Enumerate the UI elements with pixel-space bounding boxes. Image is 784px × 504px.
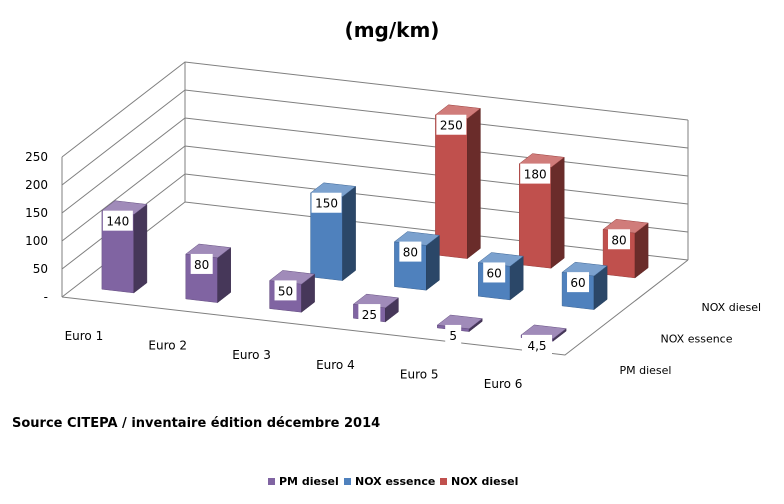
category-label: Euro 4: [316, 358, 355, 372]
data-label-box: [311, 192, 342, 213]
legend-item: NOX diesel: [440, 475, 518, 488]
bar-nox-diesel-euro-5: 180: [518, 153, 565, 269]
legend-item: NOX essence: [344, 475, 435, 488]
category-label: Euro 5: [400, 368, 439, 382]
data-label: 60: [570, 276, 585, 290]
category-labels: Euro 1 Euro 2 Euro 3 Euro 4 Euro 5 Euro 6: [65, 329, 523, 391]
bar-pm-diesel-euro-1: 140: [101, 200, 148, 294]
data-label: 4,5: [527, 339, 546, 353]
bar-side-face: [342, 185, 356, 282]
gridline: [61, 173, 689, 270]
category-label: Euro 1: [65, 329, 104, 343]
y-axis-ticks: - 50 100 150 200 250: [25, 150, 48, 304]
data-label-box: [608, 229, 631, 250]
category-label: Euro 3: [232, 348, 271, 362]
y-tick-label: 200: [25, 178, 48, 192]
floor-edge: [61, 259, 689, 356]
bar-front-face: [435, 114, 468, 259]
data-label-box: [274, 280, 297, 301]
bar-side-face: [550, 156, 565, 269]
bar-nox-essence-euro-6: 60: [561, 261, 608, 311]
bar-nox-diesel-euro-4: 250: [434, 104, 482, 260]
bars: 250 180 80 150 80 60 60 140 80 50 25 5 4,5: [101, 104, 649, 355]
data-label: 25: [362, 308, 377, 322]
data-label-box: [358, 304, 381, 325]
legend-swatch: [440, 478, 447, 485]
bar-nox-diesel-euro-6: 80: [602, 219, 649, 279]
series-axis-label: NOX diesel: [702, 301, 762, 314]
data-label: 250: [440, 119, 463, 133]
legend-swatch: [344, 478, 351, 485]
data-label: 80: [611, 233, 626, 247]
bar-pm-diesel-euro-4: 25: [352, 293, 400, 325]
y-tick-label: 250: [25, 150, 48, 164]
data-label: 50: [278, 284, 293, 298]
data-label-box: [399, 241, 422, 262]
series-axis-label: NOX essence: [661, 333, 733, 346]
data-label: 140: [106, 215, 129, 229]
data-label: 180: [524, 168, 547, 182]
bar-pm-diesel-euro-3: 50: [268, 270, 316, 313]
y-tick-label: 50: [33, 262, 48, 276]
series-axis-label: PM diesel: [620, 364, 672, 377]
y-tick-label: 150: [25, 206, 48, 220]
bar-pm-diesel-euro-5: 5: [436, 314, 483, 345]
y-tick-label: -: [44, 290, 48, 304]
bar-side-face: [467, 107, 481, 260]
bar-nox-essence-euro-4: 80: [393, 231, 441, 291]
bar-nox-essence-euro-3: 150: [309, 182, 357, 282]
bar-pm-diesel-euro-6: 4,5: [520, 324, 567, 355]
legend-label: PM diesel: [279, 475, 339, 488]
data-label-box: [102, 210, 133, 231]
data-label-box: [520, 163, 551, 184]
bar-side-face: [133, 203, 148, 294]
y-tick-label: 100: [25, 234, 48, 248]
bar-pm-diesel-euro-2: 80: [185, 243, 232, 304]
bar-nox-essence-euro-5: 60: [477, 252, 524, 301]
data-label-box: [483, 262, 506, 283]
data-label-box: [522, 334, 553, 355]
legend-item: PM diesel: [268, 475, 339, 488]
series-axis-labels: PM diesel NOX essence NOX diesel: [620, 301, 762, 377]
legend-label: NOX diesel: [451, 475, 518, 488]
gridline: [61, 145, 689, 242]
source-note: Source CITEPA / inventaire édition décem…: [12, 416, 380, 431]
legend: PM diesel NOX essence NOX diesel: [268, 475, 518, 488]
data-label: 80: [403, 246, 418, 260]
gridline: [61, 89, 689, 186]
gridline: [61, 117, 689, 214]
category-label: Euro 6: [484, 377, 523, 391]
data-label-box: [445, 324, 462, 345]
data-label: 5: [449, 329, 457, 343]
chart-title: (mg/km): [345, 18, 440, 42]
data-label-box: [436, 114, 467, 135]
data-label-box: [190, 253, 213, 274]
data-label: 80: [194, 258, 209, 272]
data-label: 60: [487, 266, 502, 280]
legend-swatch: [268, 478, 275, 485]
legend-label: NOX essence: [355, 475, 435, 488]
data-label: 150: [315, 197, 338, 211]
category-label: Euro 2: [148, 339, 187, 353]
data-label-box: [567, 272, 590, 293]
gridline: [61, 61, 689, 158]
